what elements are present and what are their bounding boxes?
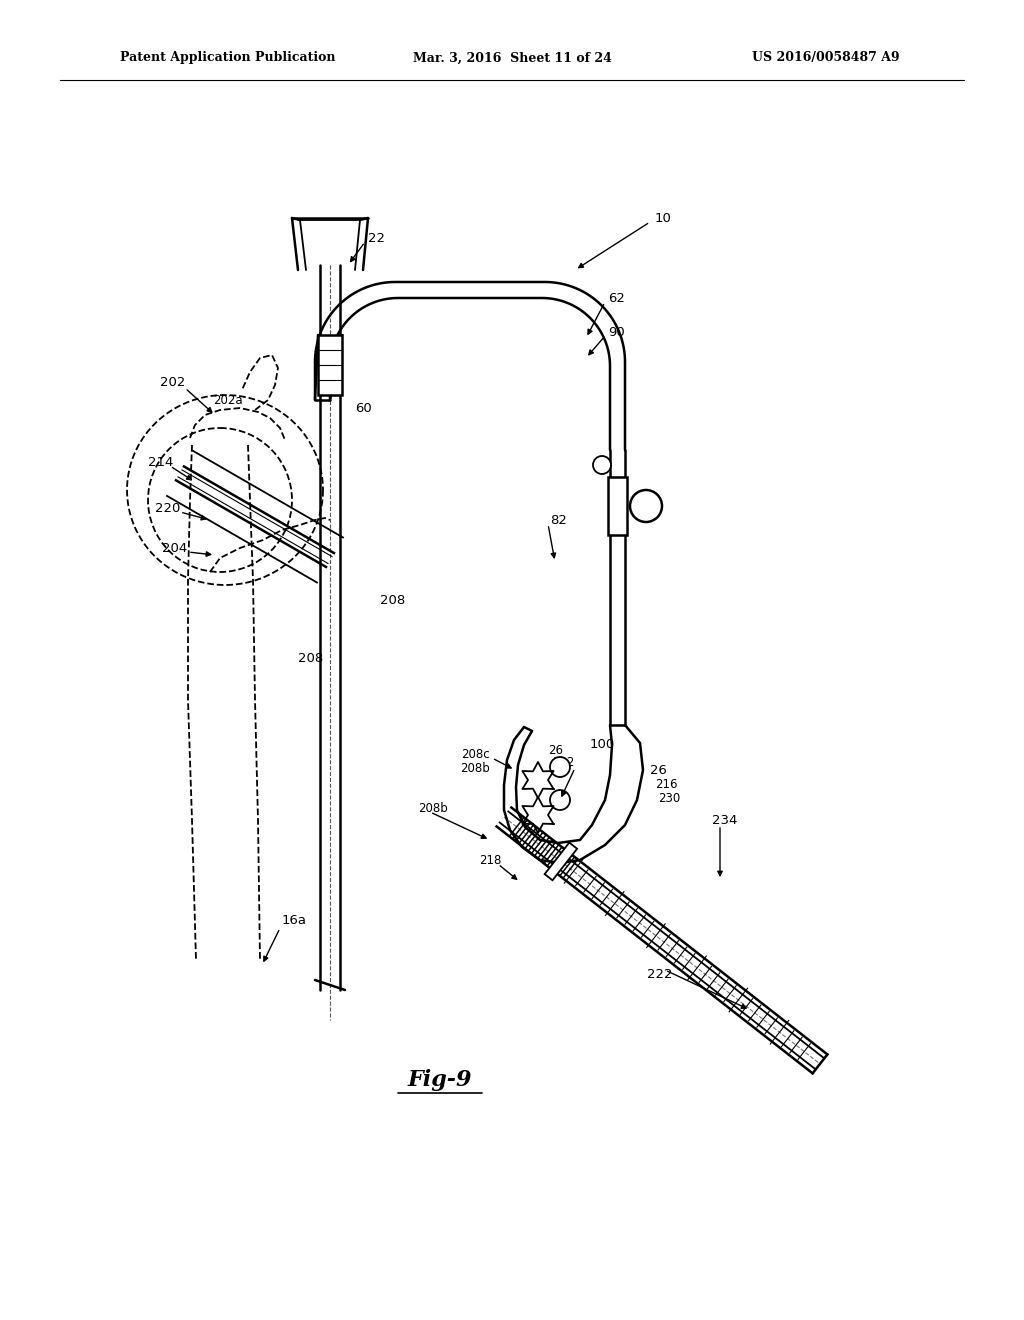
Text: 232: 232 [552, 756, 574, 770]
Text: 62: 62 [608, 292, 625, 305]
Text: 220: 220 [155, 502, 180, 515]
Circle shape [630, 490, 662, 521]
Text: Fig-9: Fig-9 [408, 1069, 472, 1092]
Text: 208c: 208c [462, 748, 490, 762]
Circle shape [550, 789, 570, 810]
Text: 204: 204 [162, 541, 187, 554]
Text: 218: 218 [479, 854, 501, 866]
Text: 234: 234 [712, 813, 737, 826]
Text: 216: 216 [655, 779, 678, 792]
Text: 214: 214 [148, 455, 173, 469]
Text: 16a: 16a [282, 913, 307, 927]
Text: 90: 90 [608, 326, 625, 338]
Bar [545, 842, 578, 880]
Text: 100: 100 [590, 738, 615, 751]
Text: 202a: 202a [213, 393, 243, 407]
Text: 202: 202 [160, 375, 185, 388]
Text: 230: 230 [658, 792, 680, 804]
Circle shape [593, 455, 611, 474]
Text: 208b: 208b [418, 801, 447, 814]
Text: 82: 82 [550, 513, 567, 527]
Text: 208b: 208b [460, 762, 490, 775]
Text: US 2016/0058487 A9: US 2016/0058487 A9 [753, 51, 900, 65]
Text: 222: 222 [647, 969, 673, 982]
Bar [318, 335, 342, 395]
Circle shape [550, 756, 570, 777]
Text: Mar. 3, 2016  Sheet 11 of 24: Mar. 3, 2016 Sheet 11 of 24 [413, 51, 611, 65]
Text: 208: 208 [380, 594, 406, 606]
Bar [608, 477, 627, 535]
Text: 26: 26 [650, 763, 667, 776]
Text: Patent Application Publication: Patent Application Publication [120, 51, 336, 65]
Text: 208: 208 [298, 652, 324, 664]
Text: 22: 22 [368, 231, 385, 244]
Text: 26: 26 [548, 743, 563, 756]
Text: 10: 10 [655, 211, 672, 224]
Text: 60: 60 [355, 401, 372, 414]
